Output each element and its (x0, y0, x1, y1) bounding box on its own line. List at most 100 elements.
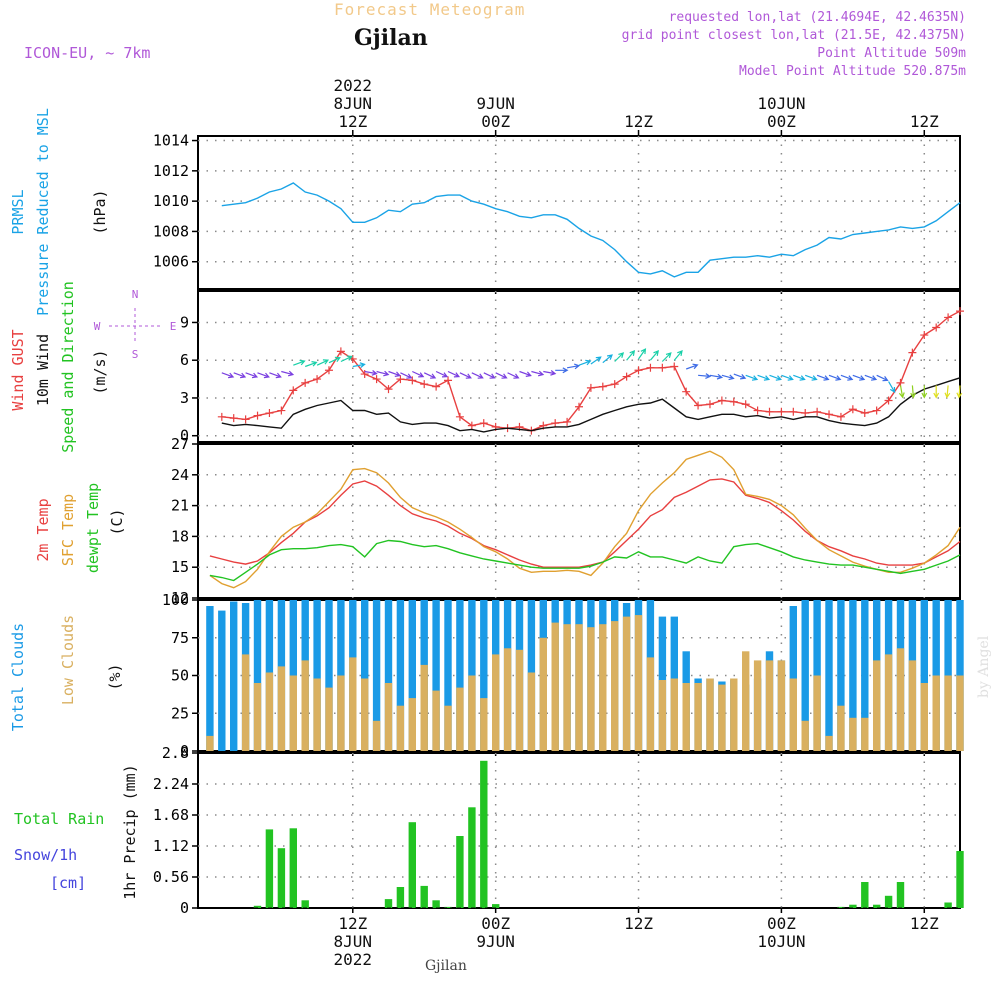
gust-marker (420, 380, 429, 389)
wind-arrow (566, 363, 581, 370)
gust-marker (682, 387, 691, 396)
wind-arrow (602, 354, 613, 364)
gust-marker (717, 396, 726, 405)
precip-ytick-label: 0.56 (153, 868, 189, 886)
temperature-ytick-label: 18 (171, 527, 189, 545)
gust-marker (610, 380, 619, 389)
precip-axis-label: [cm] (50, 874, 86, 892)
wind-arrow (519, 370, 532, 377)
gust-marker (324, 366, 333, 375)
pressure-ytick-label: 1008 (153, 222, 189, 240)
gust-marker (444, 376, 453, 385)
clouds-bar-low-clouds (587, 627, 595, 751)
clouds-bar-low-clouds (873, 660, 881, 751)
wind-arrow (447, 370, 461, 378)
wind-arrow (757, 374, 771, 381)
clouds-bar-total-clouds (408, 600, 416, 751)
gust-marker (622, 372, 631, 381)
clouds-bar-low-clouds (896, 648, 905, 751)
clouds-bar-total-clouds (837, 600, 845, 751)
gust-marker (705, 400, 714, 409)
wind-arrow (352, 362, 366, 368)
wind-arrow (388, 370, 401, 377)
clouds-bar-low-clouds (765, 660, 774, 751)
wind-arrow (316, 359, 330, 366)
wind-arrow (555, 367, 569, 374)
top-time-label: 10JUN (757, 94, 805, 113)
wind-arrow (638, 348, 647, 360)
clouds-bar-low-clouds (277, 666, 286, 751)
top-time-label: 12Z (338, 112, 367, 131)
pressure-ytick-label: 1014 (153, 132, 189, 150)
wind-arrow (933, 385, 940, 399)
precip-axis-label: Snow/1h (14, 846, 77, 864)
gust-marker (932, 323, 941, 332)
pressure-ytick-label: 1012 (153, 162, 189, 180)
gust-marker (241, 415, 250, 424)
clouds-bar-low-clouds (753, 660, 762, 751)
top-time-label: 12Z (624, 112, 653, 131)
gust-marker (360, 370, 369, 379)
precip-bar-total-rain (873, 904, 881, 908)
model-label: ICON-EU, ~ 7km (24, 44, 151, 62)
wind-arrow (400, 372, 413, 379)
clouds-bar-total-clouds (432, 600, 440, 751)
gust-marker (372, 375, 381, 384)
precip-bar-total-rain (396, 887, 405, 908)
wind-arrow (245, 372, 259, 379)
gust-marker (384, 385, 393, 394)
precip-bar-total-rain (896, 882, 905, 908)
wind-arrow (944, 385, 951, 399)
gust-marker (634, 366, 643, 375)
precip-bar-total-rain (432, 900, 440, 909)
clouds-bar-low-clouds (361, 678, 369, 751)
precip-ytick-label: 2.8 (162, 744, 189, 762)
precip-bar-total-rain (384, 899, 393, 908)
pressure-ytick-label: 1006 (153, 253, 189, 271)
clouds-ytick-label: 75 (171, 629, 189, 647)
footer-location: Gjilan (425, 958, 467, 974)
gust-marker (646, 363, 655, 372)
temperature-series-2m-temp (209, 478, 961, 568)
wind-arrow (531, 370, 545, 377)
clouds-bar-low-clouds (313, 678, 321, 751)
clouds-bar-low-clouds (527, 672, 536, 751)
location-title: Gjilan (354, 25, 428, 51)
clouds-bar-low-clouds (920, 683, 928, 751)
gust-marker (301, 378, 310, 387)
clouds-bar-low-clouds (599, 624, 607, 751)
clouds-bar-low-clouds (515, 649, 524, 751)
gust-marker (836, 412, 845, 421)
wind-arrow (233, 372, 247, 379)
gust-marker (396, 375, 405, 384)
wind-arrow (590, 356, 602, 365)
clouds-bar-low-clouds (241, 654, 250, 751)
clouds-bar-low-clouds (265, 672, 274, 751)
precip-bar-total-rain (301, 900, 309, 909)
clouds-bar-low-clouds (372, 720, 381, 751)
clouds-bar-total-clouds (384, 600, 393, 751)
clouds-bar-low-clouds (932, 675, 940, 751)
wind-arrow (423, 372, 437, 379)
precip-bar-total-rain (849, 904, 857, 908)
gust-marker (920, 331, 929, 340)
wind-arrow (864, 374, 878, 381)
gust-marker (408, 376, 417, 385)
clouds-bar-low-clouds (837, 705, 845, 751)
clouds-bar-low-clouds (420, 664, 428, 751)
clouds-bar-low-clouds (539, 637, 547, 752)
clouds-bar-low-clouds (480, 698, 488, 751)
compass-n: N (132, 288, 139, 301)
clouds-bar-low-clouds (575, 624, 583, 751)
top-time-label: 2022 (334, 76, 373, 95)
wind-arrow (507, 372, 520, 379)
wind-arrow (340, 355, 353, 363)
wind-arrow (698, 373, 712, 379)
wind-arrow (364, 370, 378, 376)
precip-bar-total-rain (289, 828, 297, 908)
model-altitude: Model Point Altitude 520.875m (739, 64, 966, 79)
pressure-series-prmsl (221, 182, 961, 278)
bottom-time-label: 00Z (767, 914, 796, 933)
gust-marker (551, 419, 560, 428)
wind-arrow (269, 372, 282, 379)
